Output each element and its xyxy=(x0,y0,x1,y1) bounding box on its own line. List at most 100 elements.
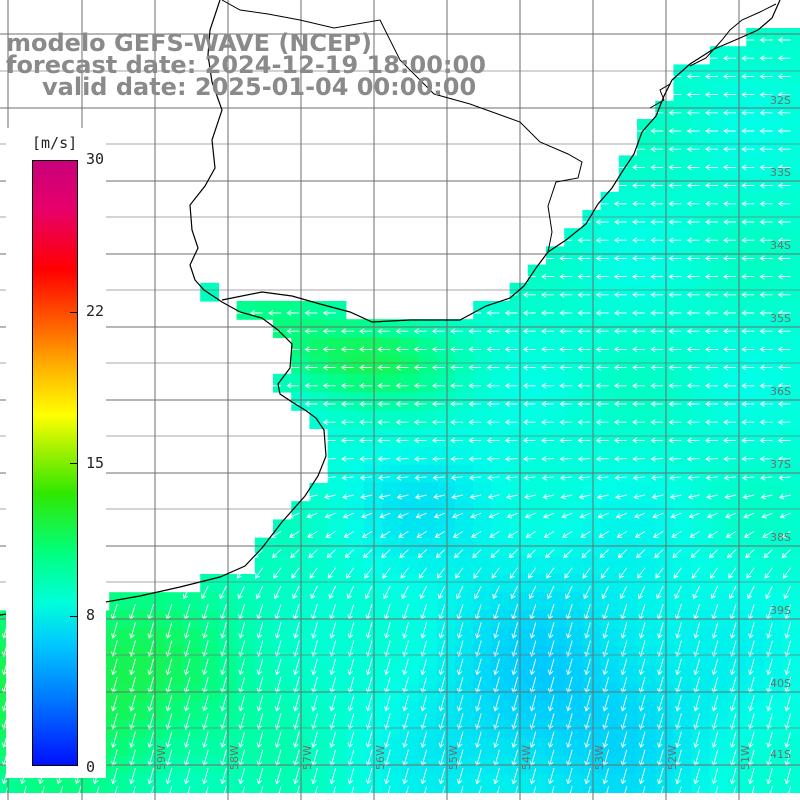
wind-arrow xyxy=(395,346,409,353)
wind-cell xyxy=(637,646,656,666)
wind-arrow xyxy=(723,164,736,171)
wind-cell xyxy=(109,610,128,630)
wind-cell xyxy=(418,719,438,739)
wind-cell xyxy=(709,210,729,229)
wind-arrow xyxy=(377,382,391,389)
wind-arrow xyxy=(524,493,536,500)
wind-cell xyxy=(637,665,656,684)
wind-arrow xyxy=(620,640,628,658)
wind-cell xyxy=(746,628,765,648)
wind-arrow xyxy=(638,640,646,658)
wind-cell xyxy=(746,373,765,393)
wind-cell xyxy=(455,592,474,611)
wind-cell xyxy=(509,646,529,666)
wind-cell xyxy=(709,46,729,65)
wind-cell xyxy=(746,155,765,175)
wind-arrow xyxy=(522,364,536,371)
wind-arrow xyxy=(723,328,736,335)
wind-cell xyxy=(782,537,800,557)
wind-cell xyxy=(382,428,401,448)
wind-cell xyxy=(382,410,401,429)
wind-cell xyxy=(637,501,656,520)
wind-cell xyxy=(618,574,638,593)
wind-arrow xyxy=(238,695,246,712)
lagoon-outline xyxy=(649,3,777,109)
wind-cell xyxy=(582,483,602,502)
wind-cell xyxy=(746,410,765,429)
wind-cell xyxy=(618,410,638,429)
wind-cell xyxy=(637,137,656,156)
wind-arrow xyxy=(759,419,773,426)
wind-cell xyxy=(455,373,474,393)
wind-arrow xyxy=(759,164,773,171)
wind-arrow xyxy=(541,382,554,389)
wind-cell xyxy=(709,537,729,557)
wind-arrow xyxy=(634,512,646,519)
wind-arrow xyxy=(182,585,191,600)
wind-arrow xyxy=(453,549,464,559)
wind-arrow xyxy=(668,182,682,189)
wind-cell xyxy=(564,301,583,320)
wind-cell xyxy=(418,555,438,575)
wind-arrow xyxy=(359,437,373,444)
wind-arrow xyxy=(504,382,518,389)
wind-arrow xyxy=(202,731,209,749)
wind-arrow xyxy=(564,567,573,579)
wind-cell xyxy=(728,428,747,448)
wind-cell xyxy=(345,337,365,357)
wind-arrow xyxy=(256,640,264,658)
wind-arrow xyxy=(322,346,336,353)
wind-cell xyxy=(527,574,547,593)
wind-arrow xyxy=(111,640,118,658)
wind-arrow xyxy=(413,419,427,426)
wind-arrow xyxy=(528,585,537,600)
wind-arrow xyxy=(638,622,646,639)
wind-cell xyxy=(491,355,511,375)
wind-cell xyxy=(655,301,674,320)
wind-cell xyxy=(691,428,711,448)
wind-cell xyxy=(746,337,765,357)
wind-cell xyxy=(673,191,693,211)
wind-arrow xyxy=(382,567,391,579)
wind-arrow xyxy=(671,531,682,538)
wind-arrow xyxy=(759,310,773,316)
wind-arrow xyxy=(522,401,536,407)
wind-cell xyxy=(655,774,674,793)
wind-arrow xyxy=(686,200,700,207)
wind-cell xyxy=(564,646,583,666)
wind-arrow xyxy=(745,549,755,559)
wind-arrow xyxy=(777,182,791,189)
wind-cell xyxy=(254,610,274,630)
wind-cell xyxy=(728,574,747,593)
wind-arrow xyxy=(710,585,719,600)
wind-cell xyxy=(436,537,456,557)
wind-cell xyxy=(382,592,401,611)
wind-arrow xyxy=(395,456,409,462)
wind-cell xyxy=(564,628,583,648)
wind-arrow xyxy=(668,128,682,134)
wind-cell xyxy=(618,501,638,520)
wind-cell xyxy=(691,228,711,247)
wind-arrow xyxy=(615,512,627,519)
wind-cell xyxy=(746,64,765,84)
wind-cell xyxy=(327,337,347,357)
wind-cell xyxy=(436,519,456,539)
wind-arrow xyxy=(704,291,718,298)
wind-cell xyxy=(400,719,420,739)
wind-cell xyxy=(782,628,800,648)
wind-arrow xyxy=(183,622,191,639)
wind-cell xyxy=(637,628,656,648)
wind-arrow xyxy=(456,767,464,785)
wind-cell xyxy=(618,446,638,466)
wind-arrow xyxy=(759,37,773,43)
wind-cell xyxy=(673,501,693,520)
wind-cell xyxy=(527,392,547,411)
wind-arrow xyxy=(565,585,573,600)
wind-arrow xyxy=(686,382,700,389)
wind-arrow xyxy=(759,91,773,98)
wind-arrow xyxy=(413,328,427,335)
wind-cell xyxy=(127,665,147,684)
wind-arrow xyxy=(165,731,173,749)
wind-cell xyxy=(709,464,729,484)
wind-arrow xyxy=(529,622,537,639)
